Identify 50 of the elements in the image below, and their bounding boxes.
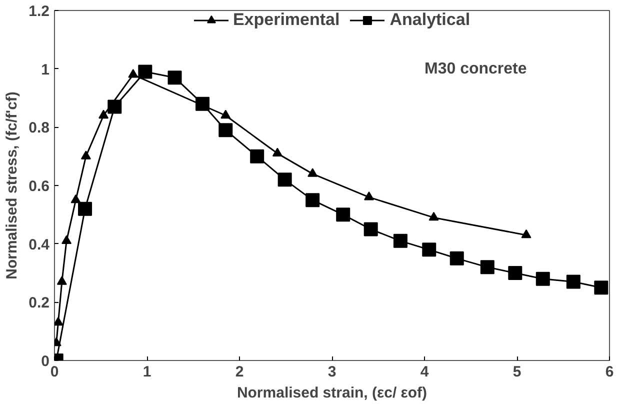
point: [393, 234, 408, 248]
point: [108, 100, 122, 114]
point: [80, 150, 91, 160]
y-tick-label: 0.6: [28, 178, 50, 195]
annotation: M30 concrete: [424, 60, 527, 78]
point: [336, 208, 350, 222]
point: [428, 212, 439, 221]
point: [62, 235, 72, 244]
legend-label: Experimental: [232, 10, 340, 30]
point: [308, 168, 318, 177]
point: [536, 272, 550, 286]
point: [594, 280, 608, 295]
x-axis-title: Normalised strain, (εc/ εof): [236, 384, 428, 402]
y-tick-label: 1.2: [28, 3, 50, 20]
point: [220, 110, 231, 119]
y-axis-title: Normalised stress, (fc/f'cf): [4, 92, 21, 280]
point: [56, 276, 67, 285]
point: [54, 316, 64, 326]
point: [521, 229, 532, 238]
point: [306, 193, 320, 208]
point: [272, 148, 282, 157]
point: [98, 110, 109, 119]
point: [250, 149, 264, 164]
point: [508, 266, 522, 280]
x-tick-label: 1: [142, 364, 152, 380]
legend-label: Analytical: [390, 10, 470, 30]
point: [364, 222, 378, 236]
point: [450, 251, 464, 266]
point: [278, 172, 292, 187]
x-tick-label: 2: [235, 364, 244, 380]
x-tick-label: 4: [420, 364, 430, 380]
y-tick-label: 1: [41, 61, 50, 78]
y-tick-label: 0.2: [28, 294, 50, 312]
point: [70, 194, 81, 204]
point: [480, 260, 494, 274]
point: [138, 64, 152, 79]
x-tick-label: 6: [605, 364, 614, 380]
x-tick-label: 5: [512, 364, 522, 380]
y-tick-label: 0.4: [28, 236, 50, 254]
x-tick-label: 3: [328, 364, 336, 380]
point: [218, 123, 233, 138]
y-tick-label: 0: [41, 353, 50, 370]
point: [422, 242, 436, 257]
point: [78, 202, 92, 216]
point: [128, 68, 138, 78]
point: [364, 191, 374, 200]
point: [566, 274, 580, 289]
point: [168, 70, 182, 85]
point: [196, 96, 210, 111]
y-tick-label: 0.8: [28, 120, 50, 137]
